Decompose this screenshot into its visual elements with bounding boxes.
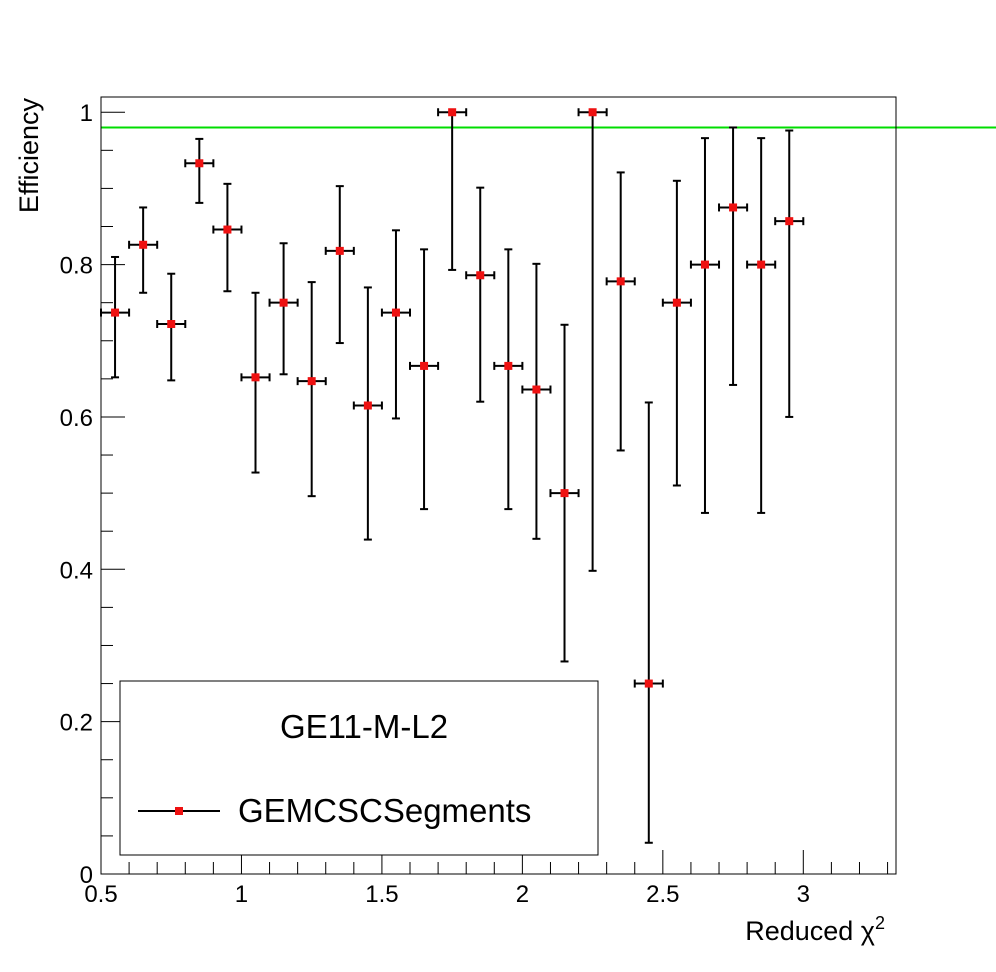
y-tick-label: 0.6 bbox=[60, 405, 93, 432]
point-marker bbox=[644, 679, 653, 688]
y-axis-title: Efficiency bbox=[14, 98, 44, 214]
y-tick-label: 0 bbox=[80, 862, 93, 889]
legend: GE11-M-L2 GEMCSCSegments bbox=[119, 680, 599, 856]
point-marker bbox=[363, 401, 372, 410]
data-point bbox=[240, 291, 271, 474]
point-marker bbox=[223, 225, 232, 234]
legend-header: GE11-M-L2 bbox=[280, 708, 448, 745]
point-marker bbox=[251, 373, 260, 382]
y-tick-label: 0.2 bbox=[60, 710, 93, 737]
data-point bbox=[718, 126, 749, 386]
point-marker bbox=[335, 246, 344, 255]
data-point bbox=[380, 229, 412, 420]
data-point bbox=[156, 272, 187, 382]
tick-labels: 0.5 1 1.5 2 2.5 3 0 0.2 0.4 0.6 0.8 1 bbox=[60, 100, 810, 908]
data-point bbox=[774, 129, 805, 418]
point-marker bbox=[195, 159, 204, 168]
x-tick-label: 0.5 bbox=[84, 881, 117, 908]
x-tick-label: 1 bbox=[235, 881, 248, 908]
y-tick-label: 0.8 bbox=[60, 253, 93, 280]
point-marker bbox=[167, 320, 176, 329]
legend-box bbox=[119, 680, 599, 856]
data-point bbox=[577, 108, 608, 572]
x-tick-label: 3 bbox=[797, 881, 810, 908]
data-point bbox=[184, 137, 215, 204]
data-point bbox=[352, 286, 383, 541]
legend-entry-label: GEMCSCSegments bbox=[238, 792, 531, 829]
point-marker bbox=[729, 203, 738, 212]
plot-frame bbox=[100, 96, 897, 875]
data-point bbox=[268, 242, 299, 376]
data-point bbox=[661, 179, 692, 487]
point-marker bbox=[476, 271, 485, 280]
data-point bbox=[549, 323, 580, 663]
x-tick-label: 1.5 bbox=[365, 881, 398, 908]
point-marker bbox=[700, 260, 709, 269]
point-marker bbox=[588, 108, 597, 117]
data-point bbox=[493, 248, 524, 511]
x-axis-title-superscript: 2 bbox=[875, 913, 885, 933]
point-marker bbox=[616, 277, 625, 286]
data-point bbox=[212, 182, 243, 293]
data-points-layer bbox=[100, 108, 805, 844]
data-point bbox=[296, 281, 327, 498]
data-point bbox=[746, 137, 777, 514]
point-marker bbox=[672, 298, 681, 307]
point-marker bbox=[111, 308, 120, 317]
point-marker bbox=[279, 298, 288, 307]
data-point bbox=[100, 255, 131, 379]
point-marker bbox=[448, 108, 457, 117]
legend-marker-sample bbox=[175, 807, 183, 815]
x-axis-title-main: Reduced χ bbox=[745, 916, 875, 946]
data-point bbox=[409, 248, 440, 511]
point-marker bbox=[560, 489, 569, 498]
point-marker bbox=[532, 385, 541, 394]
point-marker bbox=[139, 240, 148, 249]
data-point bbox=[689, 137, 721, 514]
point-marker bbox=[307, 377, 316, 386]
point-marker bbox=[391, 308, 400, 317]
y-tick-label: 0.4 bbox=[60, 557, 93, 584]
data-point bbox=[128, 206, 159, 294]
point-marker bbox=[785, 217, 794, 226]
data-point bbox=[605, 171, 636, 452]
x-tick-label: 2.5 bbox=[646, 881, 679, 908]
y-tick-label: 1 bbox=[80, 100, 93, 127]
point-marker bbox=[757, 260, 766, 269]
point-marker bbox=[504, 361, 513, 370]
data-point bbox=[633, 401, 664, 844]
data-point bbox=[437, 108, 468, 271]
data-point bbox=[465, 186, 496, 403]
point-marker bbox=[420, 361, 429, 370]
data-point bbox=[324, 185, 355, 345]
x-tick-label: 2 bbox=[516, 881, 529, 908]
x-axis-title: Reduced χ2 bbox=[745, 913, 885, 946]
data-point bbox=[521, 262, 552, 540]
